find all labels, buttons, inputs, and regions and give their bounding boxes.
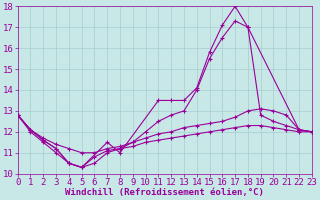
- X-axis label: Windchill (Refroidissement éolien,°C): Windchill (Refroidissement éolien,°C): [65, 188, 264, 197]
